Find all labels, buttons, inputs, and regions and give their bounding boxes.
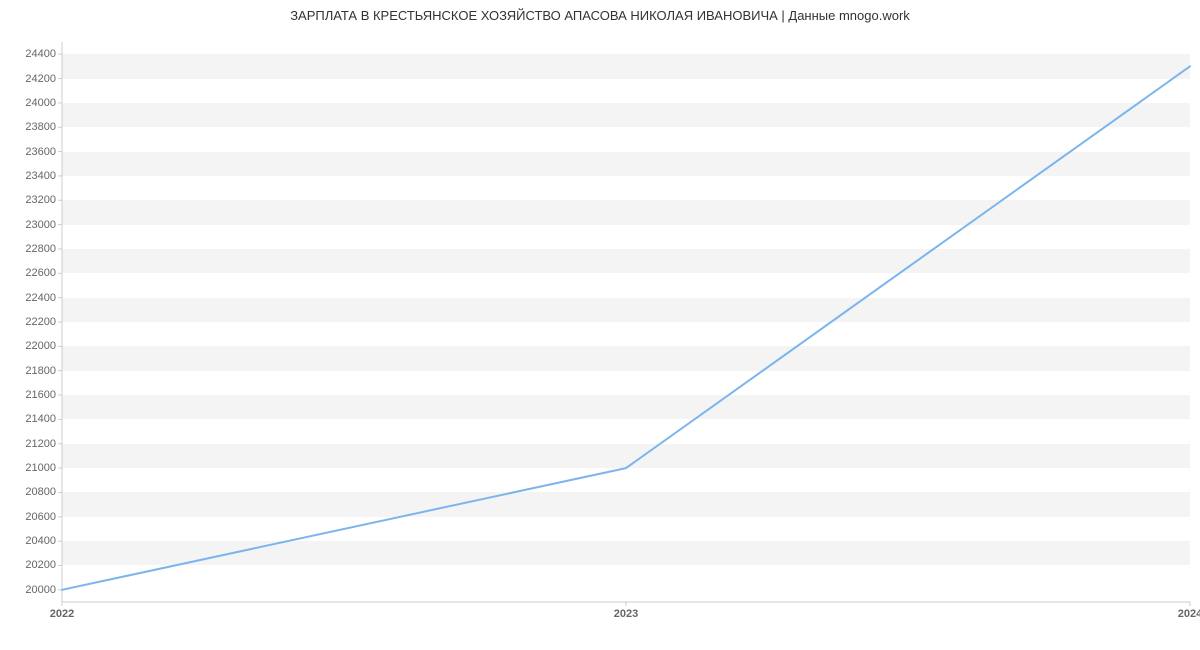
y-tick-label: 22000 (25, 340, 62, 352)
y-tick-label: 21000 (25, 462, 62, 474)
y-tick-label: 22400 (25, 292, 62, 304)
plot-area: 2000020200204002060020800210002120021400… (62, 42, 1190, 602)
y-tick-label: 24200 (25, 73, 62, 85)
y-tick-label: 24000 (25, 97, 62, 109)
y-tick-label: 20000 (25, 584, 62, 596)
x-tick-label: 2023 (614, 602, 638, 620)
y-tick-label: 23000 (25, 219, 62, 231)
y-tick-label: 20400 (25, 535, 62, 547)
x-tick-label: 2024 (1178, 602, 1200, 620)
y-tick-label: 22200 (25, 316, 62, 328)
y-tick-label: 21200 (25, 438, 62, 450)
y-tick-label: 24400 (25, 48, 62, 60)
y-tick-label: 23800 (25, 121, 62, 133)
y-tick-label: 21600 (25, 389, 62, 401)
line-layer (62, 42, 1190, 602)
salary-chart: ЗАРПЛАТА В КРЕСТЬЯНСКОЕ ХОЗЯЙСТВО АПАСОВ… (0, 0, 1200, 650)
y-tick-label: 20800 (25, 486, 62, 498)
series-line (62, 66, 1190, 589)
chart-title: ЗАРПЛАТА В КРЕСТЬЯНСКОЕ ХОЗЯЙСТВО АПАСОВ… (0, 8, 1200, 23)
y-tick-label: 22600 (25, 267, 62, 279)
y-tick-label: 23600 (25, 146, 62, 158)
x-tick-label: 2022 (50, 602, 74, 620)
y-tick-label: 20600 (25, 511, 62, 523)
y-tick-label: 23200 (25, 194, 62, 206)
y-tick-label: 21800 (25, 365, 62, 377)
y-tick-label: 22800 (25, 243, 62, 255)
y-tick-label: 20200 (25, 559, 62, 571)
y-tick-label: 21400 (25, 413, 62, 425)
y-tick-label: 23400 (25, 170, 62, 182)
